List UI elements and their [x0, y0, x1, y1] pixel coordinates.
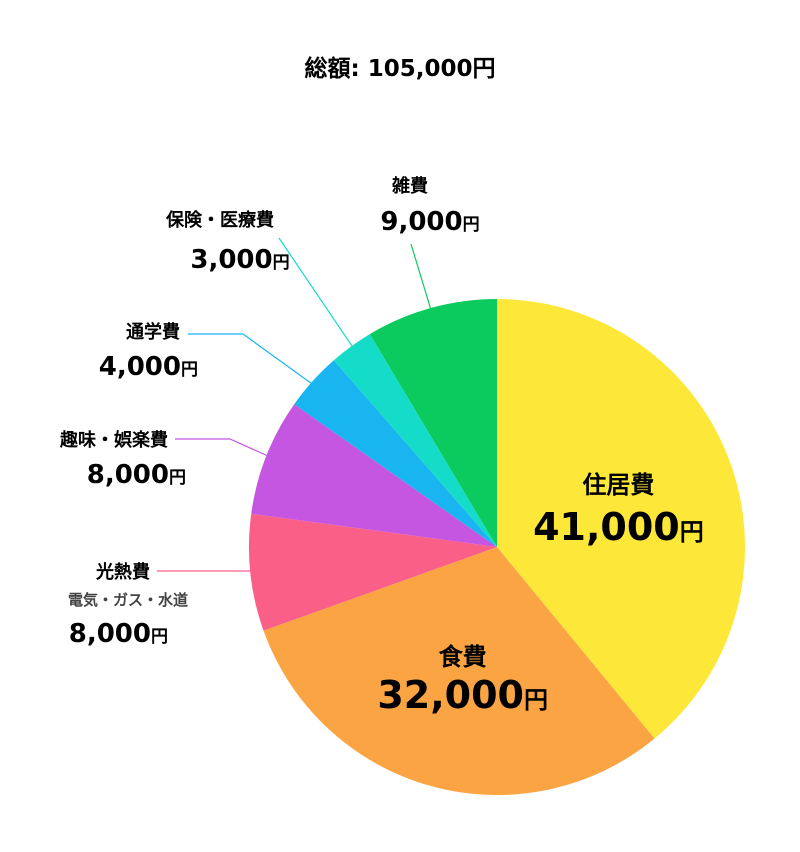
slice-3-leader-line — [175, 438, 290, 467]
slice-2-wedge — [248, 513, 497, 631]
slice-5-leader-line — [278, 237, 367, 367]
slice-5-value: 3,000円 — [190, 245, 289, 275]
slice-6-value-number: 9,000 — [380, 207, 462, 237]
slice-4-label: 通学費 — [126, 321, 180, 343]
slice-3-value-unit: 円 — [169, 468, 186, 488]
slice-0-label: 住居費 — [582, 471, 654, 499]
slice-1-wedge — [263, 547, 655, 795]
slice-0-wedge — [497, 299, 746, 739]
slice-4-value: 4,000円 — [99, 352, 198, 382]
slice-0-value-unit: 円 — [680, 518, 704, 546]
slice-2-value-number: 8,000 — [69, 619, 151, 649]
slice-6-value-unit: 円 — [463, 215, 480, 235]
slice-1-value-number: 32,000 — [377, 673, 524, 717]
slice-2-value-unit: 円 — [151, 627, 168, 647]
slice-2-label: 光熱費 — [95, 561, 150, 583]
slice-2-value: 8,000円 — [69, 619, 168, 649]
slice-4-wedge — [294, 360, 497, 547]
slice-1-value: 32,000円 — [377, 673, 548, 717]
slice-6-value: 9,000円 — [380, 207, 479, 237]
slice-1-label: 食費 — [439, 643, 487, 671]
slice-5-value-number: 3,000 — [190, 245, 272, 275]
slice-5-label: 保険・医療費 — [165, 209, 274, 231]
slice-3-label: 趣味・娯楽費 — [59, 429, 168, 451]
slice-2-sublabel: 電気・ガス・水道 — [68, 591, 188, 609]
chart-title: 総額: 105,000円 — [305, 55, 496, 82]
slice-labels: 住居費41,000円食費32,000円光熱費電気・ガス・水道8,000円趣味・娯… — [59, 175, 704, 717]
slice-6-leader-line — [410, 243, 439, 332]
leader-lines — [157, 237, 439, 572]
slice-3-value-number: 8,000 — [87, 460, 169, 490]
slice-0-value: 41,000円 — [533, 505, 704, 549]
slice-1-value-unit: 円 — [524, 686, 548, 714]
slice-3-wedge — [251, 404, 497, 547]
slice-6-label: 雑費 — [391, 175, 428, 197]
slice-4-leader-line — [188, 333, 332, 399]
slice-0-value-number: 41,000 — [533, 505, 680, 549]
slice-5-value-unit: 円 — [273, 253, 290, 273]
slice-4-value-unit: 円 — [181, 360, 198, 380]
slice-4-value-number: 4,000 — [99, 352, 181, 382]
pie-slices — [248, 299, 746, 795]
slice-5-wedge — [333, 334, 497, 547]
slice-6-wedge — [369, 299, 497, 547]
slice-3-value: 8,000円 — [87, 460, 186, 490]
